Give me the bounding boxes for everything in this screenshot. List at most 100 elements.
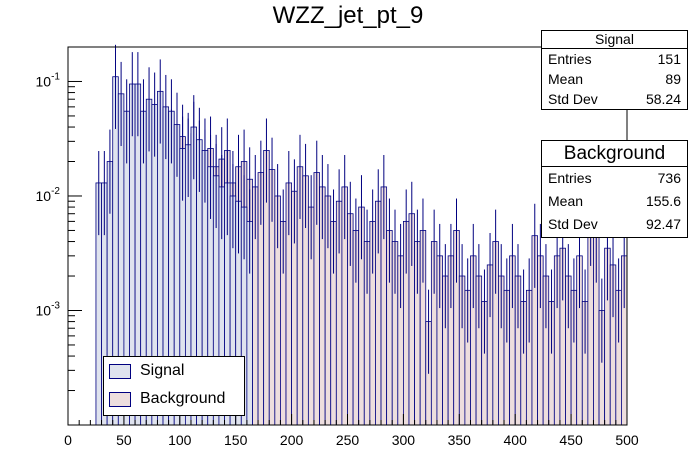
signal-std-row: Std Dev 58.24 xyxy=(542,89,687,109)
x-tick-label: 500 xyxy=(615,432,639,448)
background-bin xyxy=(397,223,404,426)
background-bin xyxy=(553,223,561,426)
background-bin xyxy=(481,269,488,426)
legend-label-background: Background xyxy=(140,390,226,407)
background-bin xyxy=(525,258,533,426)
axes: 0 50 100 150 200 250 300 350 400 450 500 10-1 10-2 10… xyxy=(36,46,639,448)
background-bin xyxy=(402,189,410,426)
background-bin xyxy=(447,223,455,426)
background-bin xyxy=(285,151,293,426)
background-bin xyxy=(252,154,259,426)
x-tick-label: 50 xyxy=(116,432,132,448)
background-bin xyxy=(458,244,466,426)
background-bin xyxy=(514,244,522,426)
background-bin xyxy=(542,244,550,426)
signal-mean-row: Mean 89 xyxy=(542,69,687,89)
background-bin xyxy=(475,244,483,426)
background-bin xyxy=(570,258,578,426)
background-bin xyxy=(604,216,611,426)
background-bin xyxy=(341,154,348,426)
background-bin xyxy=(503,258,511,426)
legend: Signal Background xyxy=(103,356,245,416)
background-bin xyxy=(391,209,399,426)
y-tick-label: 10-3 xyxy=(36,300,61,318)
legend-swatch-background xyxy=(109,391,131,407)
background-mean-row: Mean 155.6 xyxy=(542,190,687,213)
chart-title: WZZ_jet_pt_9 xyxy=(272,2,424,29)
x-tick-label: 350 xyxy=(448,432,472,448)
background-bin xyxy=(302,143,309,426)
x-tick-label: 100 xyxy=(168,432,192,448)
background-std-label: Std Dev xyxy=(548,216,598,232)
background-bin xyxy=(464,258,471,426)
background-std-value: 92.47 xyxy=(645,216,681,232)
background-bin xyxy=(369,189,376,426)
signal-std-value: 58.24 xyxy=(645,91,681,107)
background-bin xyxy=(621,223,628,426)
background-bin xyxy=(442,244,449,426)
background-bin xyxy=(531,203,538,426)
background-bin xyxy=(358,175,365,426)
background-bin xyxy=(347,181,354,426)
background-bin xyxy=(280,189,287,426)
y-tick-label: 10-1 xyxy=(36,71,61,89)
background-bin xyxy=(598,278,606,426)
background-bin xyxy=(509,223,516,426)
background-bin xyxy=(520,269,527,426)
background-bin xyxy=(453,198,460,426)
background-bin xyxy=(274,164,281,426)
signal-entries-row: Entries 151 xyxy=(542,49,687,69)
x-tick-label: 0 xyxy=(64,432,72,448)
signal-bin xyxy=(246,189,253,426)
background-bin xyxy=(291,159,298,426)
background-bin xyxy=(548,269,555,426)
signal-bin xyxy=(95,151,102,426)
background-bin xyxy=(486,233,494,426)
background-bin xyxy=(581,269,589,426)
background-bin xyxy=(436,223,443,426)
background-bin xyxy=(319,154,326,426)
background-bin xyxy=(470,223,477,426)
background-bin xyxy=(375,169,382,426)
background-bin xyxy=(615,258,622,426)
background-bin xyxy=(380,154,388,426)
legend-swatch-signal xyxy=(109,363,131,379)
x-tick-label: 400 xyxy=(504,432,528,448)
x-tick-label: 250 xyxy=(336,432,360,448)
signal-stats-title: Signal xyxy=(542,31,687,49)
background-bin xyxy=(414,209,421,426)
signal-histogram xyxy=(95,44,253,426)
background-entries-value: 736 xyxy=(657,170,681,186)
x-tick-label: 300 xyxy=(392,432,416,448)
background-bin xyxy=(537,223,544,426)
background-bin xyxy=(386,198,393,426)
background-bin xyxy=(498,244,505,426)
background-bin xyxy=(324,164,332,426)
x-tick-label: 450 xyxy=(559,432,583,448)
background-bin xyxy=(313,140,320,426)
background-bin xyxy=(307,175,315,426)
background-bin xyxy=(430,209,438,426)
background-bin xyxy=(559,216,566,426)
background-bin xyxy=(492,209,499,426)
legend-entry-signal: Signal xyxy=(104,357,244,385)
background-bin xyxy=(330,189,337,426)
signal-stats-box: Signal Entries 151 Mean 89 Std Dev 58.24 xyxy=(541,30,688,110)
x-tick-label: 200 xyxy=(280,432,304,448)
legend-label-signal: Signal xyxy=(140,362,185,379)
background-bin xyxy=(296,134,304,426)
background-stats-title: Background xyxy=(542,141,687,167)
legend-entry-background: Background xyxy=(104,385,244,413)
background-std-row: Std Dev 92.47 xyxy=(542,213,687,236)
background-bin xyxy=(352,198,360,426)
background-bin xyxy=(408,181,415,426)
background-bin xyxy=(268,137,276,426)
x-tick-label: 150 xyxy=(224,432,248,448)
background-bin xyxy=(335,169,343,426)
background-bin xyxy=(263,118,270,426)
signal-entries-value: 151 xyxy=(657,51,681,67)
background-bin xyxy=(257,140,265,426)
background-entries-row: Entries 736 xyxy=(542,167,687,190)
signal-entries-label: Entries xyxy=(548,51,592,67)
